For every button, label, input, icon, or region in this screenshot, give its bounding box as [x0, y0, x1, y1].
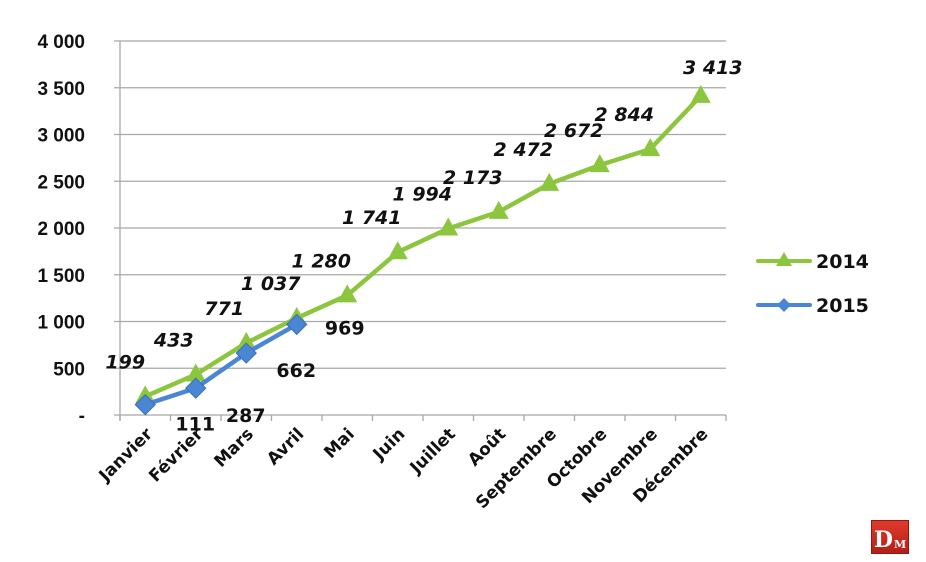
diamond-marker-icon — [134, 393, 156, 416]
triangle-marker-icon — [438, 217, 459, 236]
series-line-2014 — [144, 94, 703, 399]
data-label-2014: 3 413 — [683, 57, 743, 79]
x-tick-label: Août — [464, 424, 510, 470]
data-label-2014: 199 — [105, 351, 145, 373]
logo-letter-d: D — [873, 527, 893, 553]
y-tick-label: 3 000 — [37, 126, 85, 147]
diamond-marker-icon — [235, 342, 257, 364]
triangle-marker-icon — [690, 84, 711, 103]
legend-item-2014: 2014 — [756, 251, 869, 273]
x-tick-label: Mai — [320, 424, 358, 462]
x-tick-label: Janvier — [95, 424, 157, 486]
y-tick-label: 1 500 — [37, 266, 85, 287]
triangle-marker-icon — [640, 138, 661, 157]
triangle-marker-icon — [387, 241, 408, 260]
triangle-marker-icon — [539, 172, 560, 191]
y-tick-label: - — [79, 406, 85, 427]
triangle-marker-icon — [589, 154, 610, 173]
y-tick-label: 3 500 — [37, 79, 85, 100]
data-series — [134, 84, 711, 416]
legend-label-2014: 2014 — [816, 251, 869, 273]
triangle-marker-icon — [236, 331, 257, 350]
logo-letter-m: M — [893, 538, 907, 551]
data-label-2014: 2 173 — [443, 167, 503, 189]
x-tick-label: Juin — [369, 424, 410, 465]
y-tick-label: 500 — [53, 359, 85, 380]
diamond-marker-icon — [286, 313, 308, 336]
x-tick-label: Mars — [210, 424, 257, 471]
data-label-2015: 969 — [325, 317, 365, 339]
data-label-2014: 1 994 — [393, 184, 453, 206]
x-tick-label: Juillet — [406, 424, 460, 478]
y-tick-label: 4 000 — [37, 32, 85, 53]
axes — [114, 41, 727, 421]
x-tick-label: Avril — [263, 424, 308, 469]
data-label-2014: 433 — [153, 330, 194, 352]
data-label-2015: 662 — [276, 360, 316, 382]
data-label-2014: 2 472 — [494, 139, 554, 161]
diamond-marker-icon — [185, 377, 207, 399]
data-label-2014: 771 — [204, 298, 244, 320]
data-label-2015: 287 — [226, 405, 266, 427]
y-tick-label: 1 000 — [37, 313, 85, 334]
data-label-2014: 2 672 — [544, 120, 604, 142]
data-label-2014: 1 037 — [241, 273, 301, 295]
diamond-marker-icon — [777, 298, 791, 312]
triangle-marker-icon — [776, 252, 792, 266]
triangle-marker-icon — [488, 200, 509, 219]
y-tick-label: 2 000 — [37, 219, 85, 240]
data-label-2014: 2 844 — [595, 104, 655, 126]
data-label-2014: 1 280 — [292, 250, 352, 272]
triangle-marker-icon — [337, 284, 358, 303]
legend: 2014 2015 — [756, 251, 869, 317]
data-label-2015: 111 — [175, 414, 215, 436]
legend-label-2015: 2015 — [816, 295, 869, 317]
data-label-2014: 1 741 — [342, 207, 402, 229]
series-line-2015 — [144, 322, 298, 407]
y-axis-tick-labels: - 500 1 000 1 500 2 000 2 500 3 000 3 500 4 000 — [37, 32, 85, 427]
triangle-marker-icon — [185, 363, 206, 382]
gridlines — [114, 40, 726, 369]
y-tick-label: 2 500 — [37, 172, 85, 193]
legend-item-2015: 2015 — [756, 295, 869, 317]
